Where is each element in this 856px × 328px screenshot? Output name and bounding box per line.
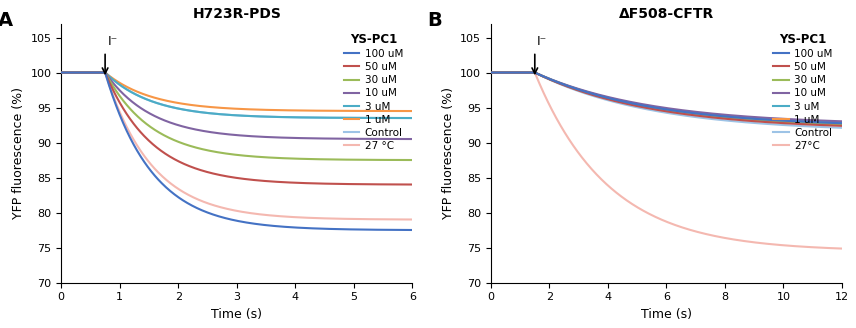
Legend: 100 uM, 50 uM, 30 uM, 10 uM, 3 uM, 1 uM, Control, 27°C: 100 uM, 50 uM, 30 uM, 10 uM, 3 uM, 1 uM,… (770, 29, 837, 155)
Text: B: B (428, 10, 443, 30)
X-axis label: Time (s): Time (s) (641, 308, 692, 321)
Y-axis label: YFP fluorescence (%): YFP fluorescence (%) (12, 87, 25, 219)
Text: I⁻: I⁻ (536, 34, 546, 48)
Title: ΔF508-CFTR: ΔF508-CFTR (619, 7, 714, 21)
X-axis label: Time (s): Time (s) (211, 308, 262, 321)
Text: I⁻: I⁻ (108, 34, 118, 48)
Y-axis label: YFP fluorescence (%): YFP fluorescence (%) (442, 87, 455, 219)
Title: H723R-PDS: H723R-PDS (193, 7, 282, 21)
Legend: 100 uM, 50 uM, 30 uM, 10 uM, 3 uM, 1 uM, Control, 27 °C: 100 uM, 50 uM, 30 uM, 10 uM, 3 uM, 1 uM,… (340, 29, 407, 155)
Text: A: A (0, 10, 13, 30)
